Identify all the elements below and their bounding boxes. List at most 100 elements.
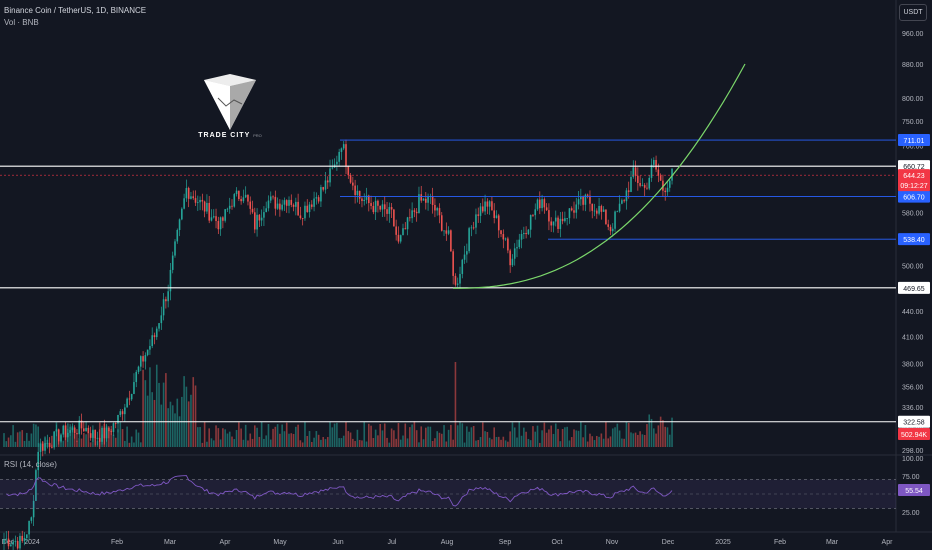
rsi-tick-0: 100.00: [902, 456, 924, 463]
volume-bar: [254, 425, 256, 447]
volume-bar: [272, 428, 274, 447]
volume-bar: [577, 430, 580, 447]
volume-bar: [605, 421, 607, 447]
volume-bar: [37, 426, 39, 447]
volume-bar: [488, 437, 491, 447]
candle-body: [623, 200, 625, 202]
candle-body: [183, 198, 185, 209]
candle-body: [559, 218, 562, 229]
candle-body: [315, 197, 318, 199]
candle-body: [5, 538, 8, 540]
volume-bar: [78, 438, 81, 447]
volume-bar: [395, 438, 397, 447]
volume-bar: [368, 423, 370, 447]
volume-bar: [598, 436, 600, 447]
candle-body: [41, 443, 44, 451]
candle-body: [326, 180, 329, 183]
price-tick-3: 750.00: [902, 119, 924, 126]
candle-body: [197, 202, 199, 204]
candle-body: [456, 283, 459, 285]
volume-bar: [600, 433, 603, 447]
volume-bar: [525, 431, 527, 447]
currency-button[interactable]: USDT: [899, 4, 927, 21]
candle-body: [539, 199, 541, 209]
time-tick-11: Nov: [606, 539, 619, 546]
price-tick-13: 356.00: [902, 385, 924, 392]
volume-bar: [30, 433, 33, 447]
volume-bar: [452, 439, 454, 447]
candle-body: [167, 291, 169, 302]
candle-body: [153, 335, 156, 338]
candle-body: [388, 207, 391, 214]
volume-bar: [388, 442, 391, 447]
volume-bar: [171, 405, 174, 447]
candle-body: [324, 180, 327, 190]
volume-bar: [539, 442, 541, 447]
volume-bar: [354, 441, 356, 447]
volume-bar: [566, 426, 568, 447]
candle-body: [130, 393, 133, 400]
level-label-4: 469.65: [903, 286, 925, 293]
candle-body: [228, 205, 231, 209]
volume-bar: [573, 429, 575, 447]
volume-bar: [623, 438, 625, 447]
candle-body: [269, 196, 272, 201]
volume-bar: [630, 432, 632, 447]
volume-bar: [591, 436, 594, 447]
volume-bar: [518, 421, 521, 447]
candle-body: [347, 165, 350, 176]
candle-body: [561, 218, 564, 222]
volume-bar: [648, 414, 651, 447]
volume-bar: [108, 430, 110, 447]
candle-body: [468, 228, 470, 252]
candle-body: [516, 247, 518, 249]
volume-bar: [96, 441, 99, 447]
volume-bar: [653, 428, 655, 447]
volume-bar: [326, 436, 329, 447]
volume-bar: [46, 439, 49, 447]
candle-body: [254, 212, 256, 230]
candle-body: [609, 226, 612, 232]
candle-body: [605, 209, 607, 225]
candle-body: [452, 251, 454, 276]
volume-badge: [898, 428, 930, 440]
candle-body: [317, 197, 320, 202]
volume-bar: [297, 424, 299, 447]
rsi-indicator-label[interactable]: RSI (14, close): [4, 460, 57, 469]
volume-bar: [295, 426, 297, 447]
volume-indicator-label[interactable]: Vol · BNB: [4, 18, 39, 27]
volume-bar: [98, 422, 101, 447]
candle-body: [662, 180, 664, 191]
candle-body: [89, 433, 92, 438]
candle-body: [185, 187, 188, 199]
candle-body: [240, 199, 242, 202]
candle-body: [112, 423, 115, 433]
volume-bar: [317, 434, 320, 447]
volume-bar: [194, 385, 197, 447]
candle-body: [459, 273, 461, 284]
volume-bar: [495, 437, 498, 447]
candle-body: [621, 200, 623, 204]
volume-bar: [105, 425, 108, 447]
candle-body: [299, 215, 302, 219]
volume-bar: [128, 442, 131, 447]
symbol-title[interactable]: Binance Coin / TetherUS, 1D, BINANCE: [4, 6, 147, 15]
level-label-3: 538.40: [903, 237, 925, 244]
volume-bar: [621, 438, 623, 447]
candle-body: [187, 187, 190, 199]
volume-bar: [436, 431, 438, 447]
volume-bar: [313, 437, 315, 447]
volume-bar: [554, 423, 557, 447]
volume-bar: [251, 438, 254, 447]
volume-bar: [121, 429, 124, 447]
candle-body: [377, 200, 379, 206]
volume-bar: [637, 434, 639, 447]
volume-bar: [609, 436, 612, 447]
candle-body: [425, 198, 427, 203]
logo-sub: PRO: [253, 133, 262, 138]
candle-body: [482, 206, 484, 212]
candle-body: [511, 258, 514, 266]
candle-body: [80, 420, 83, 429]
candle-body: [486, 201, 489, 207]
